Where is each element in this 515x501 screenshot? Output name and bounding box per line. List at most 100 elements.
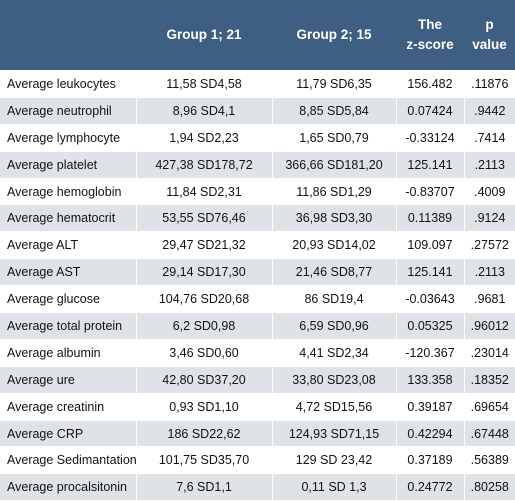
parameter-cell: Average ure: [0, 366, 136, 394]
table-row: Average lymphocyte 1,94 SD2,23 1,65 SD0,79…: [0, 124, 515, 152]
parameter-cell: Average glucose: [0, 285, 136, 314]
table-row: Average CRP 186 SD22,62 124,93 SD71,15 0.42…: [0, 420, 515, 448]
group-1-cell: 29,47 SD21,32: [135, 231, 272, 260]
group-1-cell: 7,6 SD1,1: [135, 473, 272, 501]
z-score-cell: 0.42294: [395, 420, 464, 448]
group-1-cell: 11,84 SD2,31: [135, 178, 272, 206]
parameter-cell: Average albumin: [0, 339, 136, 367]
table-row: Average procalsitonin 7,6 SD1,1 0,11 SD 1,…: [0, 473, 515, 501]
p-value-cell: .96012: [463, 312, 515, 340]
header-group-2: Group 2; 15: [272, 0, 396, 71]
group-2-cell: 1,65 SD0,79: [271, 124, 396, 152]
z-score-cell: 0.39187: [395, 393, 464, 421]
z-score-cell: 156.482: [395, 70, 464, 98]
parameter-cell: Average hematocrit: [0, 204, 136, 233]
header-text-line: Group 1; 21: [166, 27, 242, 42]
group-1-cell: 101,75 SD35,70: [135, 446, 272, 475]
p-value-cell: .69654: [463, 393, 515, 421]
z-score-cell: 0.37189: [395, 446, 464, 475]
header-row: Group 1; 21 Group 2; 15 The z-score p value: [0, 0, 515, 71]
p-value-cell: .27572: [463, 231, 515, 260]
parameter-cell: Average Sedimantation: [0, 446, 137, 475]
group-1-cell: 53,55 SD76,46: [135, 204, 272, 233]
table-row: Average Sedimantation 101,75 SD35,70 129 S…: [0, 446, 515, 475]
z-score-cell: -120.367: [395, 339, 464, 367]
header-z-score: The z-score: [396, 0, 464, 71]
z-score-cell: 0.05325: [395, 312, 464, 340]
group-1-cell: 3,46 SD0,60: [135, 339, 272, 367]
p-value-cell: .7414: [463, 124, 515, 152]
header-text-line: value: [472, 37, 507, 52]
group-2-cell: 86 SD19,4: [271, 285, 396, 314]
parameter-cell: Average leukocytes: [0, 70, 136, 98]
group-1-cell: 427,38 SD178,72: [135, 151, 272, 179]
p-value-cell: .11876: [463, 70, 515, 98]
table-row: Average hemoglobin 11,84 SD2,31 11,86 SD1,…: [0, 178, 515, 206]
z-score-cell: 125.141: [395, 151, 464, 179]
header-text-line: z-score: [406, 37, 454, 52]
parameter-cell: Average procalsitonin: [0, 473, 136, 501]
z-score-cell: -0.03643: [395, 285, 464, 314]
z-score-cell: 125.141: [395, 258, 464, 287]
group-2-cell: 4,41 SD2,34: [271, 339, 396, 367]
group-2-cell: 20,93 SD14,02: [271, 231, 396, 260]
p-value-cell: .9681: [463, 285, 515, 314]
group-2-cell: 129 SD 23,42: [271, 446, 396, 475]
group-2-cell: 8,85 SD5,84: [271, 97, 396, 125]
group-2-cell: 124,93 SD71,15: [271, 420, 396, 448]
z-score-cell: 0.24772: [395, 473, 464, 501]
group-2-cell: 366,66 SD181,20: [271, 151, 396, 179]
p-value-cell: .18352: [463, 366, 515, 394]
p-value-cell: .9124: [463, 204, 515, 233]
parameter-cell: Average neutrophil: [0, 97, 136, 125]
parameter-cell: Average ALT: [0, 231, 136, 260]
p-value-cell: .2113: [463, 258, 515, 287]
header-text-line: p: [485, 17, 494, 32]
group-1-cell: 8,96 SD4,1: [135, 97, 272, 125]
group-2-cell: 21,46 SD8,77: [271, 258, 396, 287]
table-header: Group 1; 21 Group 2; 15 The z-score p value: [0, 0, 515, 71]
table-row: Average glucose 104,76 SD20,68 86 SD19,4 -0…: [0, 285, 515, 314]
table-body: Average leukocytes 11,58 SD4,58 11,79 SD6,…: [0, 70, 515, 501]
table-row: Average leukocytes 11,58 SD4,58 11,79 SD6,…: [0, 70, 515, 98]
group-1-cell: 1,94 SD2,23: [135, 124, 272, 152]
parameter-cell: Average lymphocyte: [0, 124, 136, 152]
group-2-cell: 6,59 SD0,96: [271, 312, 396, 340]
parameter-cell: Average total protein: [0, 312, 136, 340]
z-score-cell: -0.33124: [395, 124, 464, 152]
table-row: Average neutrophil 8,96 SD4,1 8,85 SD5,84 0…: [0, 97, 515, 125]
z-score-cell: 133.358: [395, 366, 464, 394]
header-parameter: [0, 0, 136, 71]
header-group-1: Group 1; 21: [136, 0, 272, 71]
p-value-cell: .4009: [463, 178, 515, 206]
table-row: Average platelet 427,38 SD178,72 366,66 SD…: [0, 151, 515, 179]
z-score-cell: 109.097: [395, 231, 464, 260]
group-1-cell: 6,2 SD0,98: [135, 312, 272, 340]
group-1-cell: 11,58 SD4,58: [135, 70, 272, 98]
header-text-line: Group 2; 15: [296, 27, 372, 42]
table-row: Average ALT 29,47 SD21,32 20,93 SD14,02 109…: [0, 231, 515, 260]
parameter-cell: Average CRP: [0, 420, 136, 448]
z-score-cell: 0.07424: [395, 97, 464, 125]
group-1-cell: 104,76 SD20,68: [135, 285, 272, 314]
parameter-cell: Average AST: [0, 258, 136, 287]
group-2-cell: 4,72 SD15,56: [271, 393, 396, 421]
header-p-value: p value: [464, 0, 515, 71]
z-score-cell: -0.83707: [395, 178, 464, 206]
table-row: Average total protein 6,2 SD0,98 6,59 SD0,…: [0, 312, 515, 340]
p-value-cell: .23014: [463, 339, 515, 367]
parameter-cell: Average platelet: [0, 151, 136, 179]
group-2-cell: 11,79 SD6,35: [271, 70, 396, 98]
table-row: Average albumin 3,46 SD0,60 4,41 SD2,34 -12…: [0, 339, 515, 367]
header-text-line: The: [417, 17, 442, 32]
p-value-cell: .2113: [463, 151, 515, 179]
group-2-cell: 0,11 SD 1,3: [271, 473, 396, 501]
p-value-cell: .80258: [463, 473, 515, 501]
parameter-cell: Average creatinin: [0, 393, 136, 421]
p-value-cell: .9442: [463, 97, 515, 125]
table-row: Average hematocrit 53,55 SD76,46 36,98 SD3…: [0, 204, 515, 233]
group-2-cell: 33,80 SD23,08: [271, 366, 396, 394]
group-1-cell: 0,93 SD1,10: [135, 393, 272, 421]
parameter-cell: Average hemoglobin: [0, 178, 136, 206]
